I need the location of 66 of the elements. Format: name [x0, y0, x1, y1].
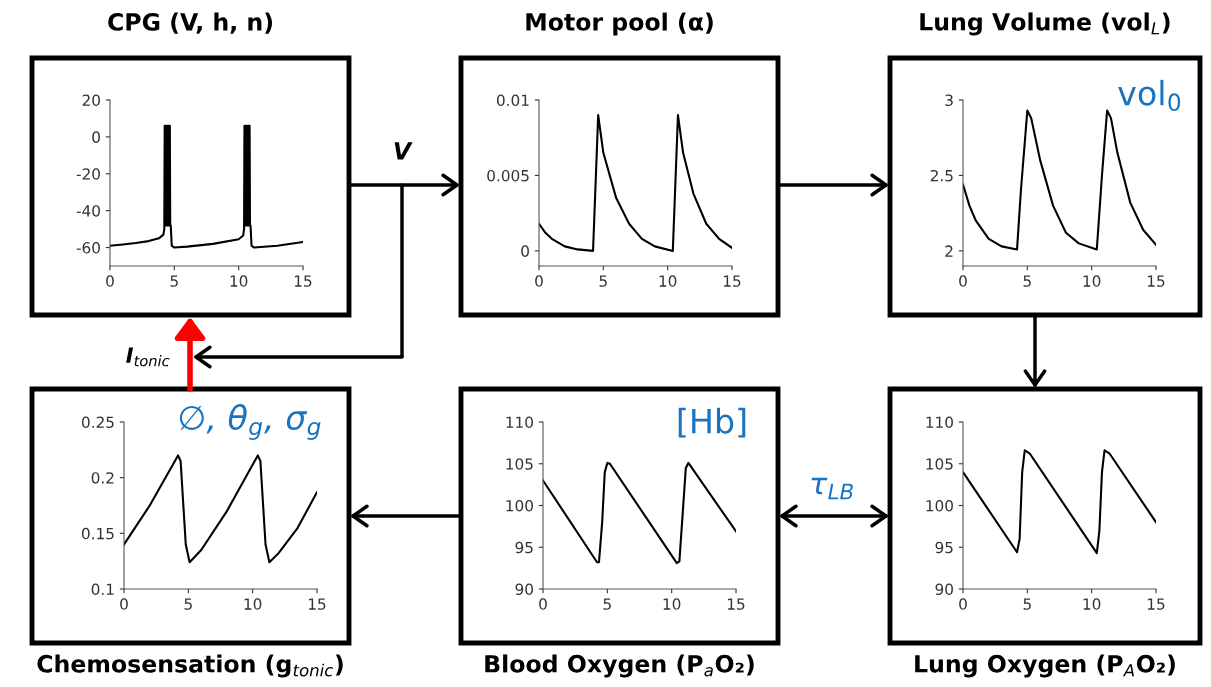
x-tick-label: 5 [603, 598, 611, 610]
text: I$_{tonic}$ [126, 347, 170, 367]
x-tick-label: 5 [170, 275, 178, 287]
text: Lung Oxygen (P$_{A}$O₂) [915, 654, 1175, 678]
x-tick-label: 0 [539, 598, 547, 610]
x-tick-label: 10 [1083, 598, 1101, 610]
y-tick-label: 3 [945, 94, 953, 107]
chart-title: CPG (V, h, n) [108, 12, 272, 34]
line-series [543, 461, 736, 565]
x-tick-label: 0 [959, 598, 967, 610]
x-tick-label: 15 [723, 275, 741, 287]
y-tick-label: 100 [926, 499, 953, 512]
y-tick-label: -40 [76, 205, 100, 217]
y-tick-label: 110 [926, 416, 953, 429]
y-tick-label: 0.01 [496, 94, 529, 107]
y-tick-label: 0.2 [91, 472, 114, 484]
x-tick-label: 15 [1147, 598, 1165, 610]
x-tick-label: 5 [184, 598, 192, 610]
y-tick-label: 105 [926, 458, 953, 470]
line-series [539, 114, 732, 252]
text: τ$_{LB}$ [811, 477, 853, 500]
x-tick-label: 10 [230, 275, 248, 287]
annotation: ∅, θ$_{g}$, σ$_{g}$ [179, 404, 321, 440]
x-tick-label: 15 [727, 598, 745, 610]
text: Blood Oxygen (P$_{a}$O₂) [485, 654, 754, 678]
annotation: vol$_{0}$ [1118, 79, 1181, 111]
x-tick-label: 10 [663, 598, 681, 610]
x-tick-label: 10 [1083, 275, 1101, 287]
x-tick-label: 5 [599, 275, 607, 287]
y-tick-label: 0 [521, 245, 529, 257]
x-tick-label: 0 [120, 598, 128, 610]
y-tick-label: 95 [935, 541, 953, 554]
line-series [963, 449, 1156, 555]
line-series [124, 454, 317, 564]
y-tick-label: 0.005 [487, 169, 529, 182]
y-tick-label: 110 [506, 416, 533, 429]
y-tick-label: -60 [76, 242, 100, 254]
x-tick-label: 0 [535, 275, 543, 287]
y-tick-label: 90 [935, 583, 953, 596]
x-tick-label: 10 [244, 598, 262, 610]
line-series [110, 124, 303, 249]
chart-title: Lung Volume (vol$_{L}$) [920, 12, 1170, 36]
y-tick-label: 0.15 [81, 527, 114, 540]
line-series [963, 109, 1156, 251]
x-tick-label: 0 [959, 275, 967, 287]
chart-title: Motor pool (α) [526, 12, 713, 36]
y-tick-label: 100 [506, 499, 533, 512]
y-tick-label: 2.5 [930, 169, 953, 182]
y-tick-label: 0.25 [81, 416, 114, 429]
x-tick-label: 15 [308, 598, 326, 610]
x-tick-label: 10 [659, 275, 677, 287]
x-tick-label: 5 [1023, 275, 1031, 287]
y-tick-label: 20 [82, 94, 100, 107]
x-tick-label: 15 [1147, 275, 1165, 287]
annotation: [Hb] [678, 407, 746, 438]
y-tick-label: 95 [515, 541, 533, 554]
y-tick-label: 0 [92, 131, 100, 143]
y-tick-label: 0.1 [91, 583, 114, 596]
text: V [394, 142, 413, 160]
text: Chemosensation (g$_{tonic}$) [37, 654, 343, 678]
y-tick-label: -20 [76, 168, 100, 180]
y-tick-label: 90 [515, 583, 533, 596]
x-tick-label: 5 [1023, 598, 1031, 610]
y-tick-label: 2 [945, 245, 953, 257]
x-tick-label: 15 [294, 275, 312, 287]
y-tick-label: 105 [506, 458, 533, 470]
